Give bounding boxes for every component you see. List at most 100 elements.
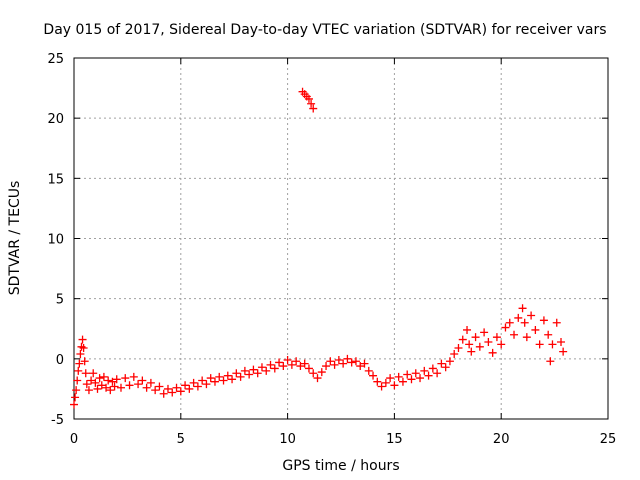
- data-point: [559, 347, 568, 356]
- data-point: [210, 377, 219, 386]
- data-point: [245, 370, 254, 379]
- x-tick-label: 15: [386, 432, 403, 447]
- data-point: [527, 311, 536, 320]
- data-point: [484, 337, 493, 346]
- data-point: [416, 374, 425, 383]
- data-point: [110, 382, 119, 391]
- data-point: [106, 386, 115, 395]
- data-point: [99, 372, 108, 381]
- data-point: [390, 381, 399, 390]
- data-point: [240, 366, 249, 375]
- data-point: [420, 366, 429, 375]
- data-point: [531, 325, 540, 334]
- data-point: [287, 360, 296, 369]
- data-point: [433, 369, 442, 378]
- data-point: [121, 374, 130, 383]
- data-point: [300, 359, 309, 368]
- x-tick-labels: 0 5 10 15 20 25: [70, 432, 616, 447]
- y-tick-label: 0: [56, 353, 64, 368]
- data-point: [97, 381, 106, 390]
- data-point: [548, 340, 557, 349]
- data-point: [146, 378, 155, 387]
- data-point: [445, 357, 454, 366]
- data-point: [219, 376, 228, 385]
- data-point: [373, 377, 382, 386]
- x-tick-label: 0: [70, 432, 78, 447]
- data-point: [228, 375, 237, 384]
- y-tick-label: -5: [51, 413, 64, 428]
- data-point: [398, 377, 407, 386]
- data-point: [381, 378, 390, 387]
- data-point: [193, 382, 202, 391]
- x-tick-label: 20: [493, 432, 510, 447]
- data-point: [257, 363, 266, 372]
- data-point: [334, 356, 343, 365]
- data-point: [467, 347, 476, 356]
- data-point: [108, 377, 117, 386]
- data-point: [168, 388, 177, 397]
- data-point: [322, 362, 331, 371]
- data-point: [93, 384, 102, 393]
- y-tick-label: 15: [47, 172, 64, 187]
- data-point: [89, 369, 98, 378]
- data-point: [270, 364, 279, 373]
- data-point: [360, 359, 369, 368]
- data-point: [492, 333, 501, 342]
- data-point: [159, 389, 168, 398]
- data-point: [87, 376, 96, 385]
- data-point: [102, 383, 111, 392]
- data-point: [292, 357, 301, 366]
- data-point: [84, 386, 93, 395]
- data-point: [428, 364, 437, 373]
- x-tick-label: 5: [177, 432, 185, 447]
- data-point: [343, 354, 352, 363]
- data-point: [80, 357, 89, 366]
- data-point: [356, 362, 365, 371]
- y-tick-label: 20: [47, 112, 64, 127]
- data-point: [351, 357, 360, 366]
- data-point: [307, 99, 316, 108]
- data-point: [79, 344, 88, 353]
- data-point: [283, 356, 292, 365]
- data-point: [475, 342, 484, 351]
- x-axis-label: GPS time / hours: [282, 458, 399, 474]
- data-point: [407, 375, 416, 384]
- data-point: [249, 365, 258, 374]
- y-tick-label: 5: [56, 293, 64, 308]
- data-point: [104, 376, 113, 385]
- data-point: [546, 357, 555, 366]
- data-point: [206, 374, 215, 383]
- data-point: [454, 344, 463, 353]
- data-point: [364, 366, 373, 375]
- data-point: [82, 380, 91, 389]
- data-point: [142, 383, 151, 392]
- data-point: [309, 104, 318, 113]
- data-point: [138, 376, 147, 385]
- data-point: [76, 350, 85, 359]
- data-point: [215, 372, 224, 381]
- data-point: [304, 364, 313, 373]
- data-point: [510, 330, 519, 339]
- x-tick-label: 25: [600, 432, 617, 447]
- data-point: [304, 94, 313, 103]
- data-point: [497, 340, 506, 349]
- data-point: [163, 384, 172, 393]
- data-point: [198, 376, 207, 385]
- data-point: [279, 362, 288, 371]
- data-point: [471, 333, 480, 342]
- data-point: [74, 366, 83, 375]
- data-point: [134, 380, 143, 389]
- data-point: [394, 372, 403, 381]
- data-point: [75, 359, 84, 368]
- data-point: [71, 393, 80, 402]
- data-point: [155, 382, 164, 391]
- chart-title: Day 015 of 2017, Sidereal Day-to-day VTE…: [43, 22, 606, 38]
- data-point: [539, 316, 548, 325]
- data-point: [501, 323, 510, 332]
- data-point: [129, 372, 138, 381]
- data-point: [450, 350, 459, 359]
- data-point: [403, 370, 412, 379]
- data-point: [369, 371, 378, 380]
- data-point: [480, 328, 489, 337]
